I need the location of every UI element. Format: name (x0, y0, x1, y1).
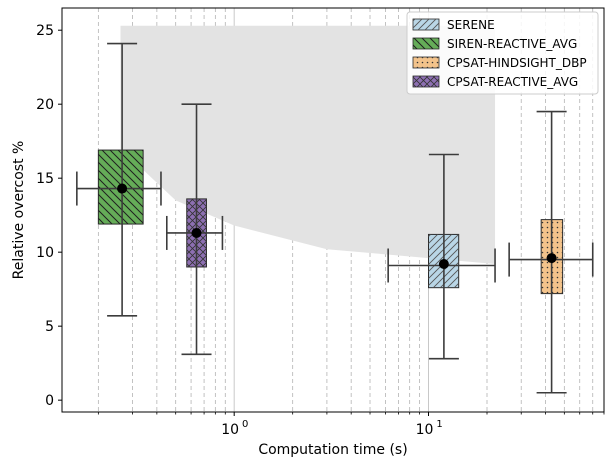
x-tick-label: 10 (416, 422, 434, 438)
mean-point (191, 227, 202, 238)
y-tick-label: 5 (45, 319, 54, 335)
x-tick-exponent: 0 (242, 419, 248, 430)
mean-point (438, 259, 449, 270)
y-tick-label: 15 (36, 171, 54, 187)
x-tick-label: 10 (221, 422, 239, 438)
y-tick-label: 0 (45, 393, 54, 409)
x-axis-label: Computation time (s) (258, 442, 407, 458)
legend-label: SERENE (447, 18, 495, 32)
box-plot (76, 42, 162, 317)
x-grid (97, 8, 605, 412)
legend-swatch-hatch (413, 76, 439, 87)
box-plot (387, 153, 496, 360)
legend-swatch-hatch (413, 57, 439, 68)
box-plot (165, 103, 224, 356)
x-tick-exponent: 1 (436, 419, 442, 430)
legend-label: SIREN-REACTIVE_AVG (447, 37, 577, 51)
legend-box (406, 11, 599, 95)
mean-point (546, 253, 557, 264)
shaded-range-region (120, 25, 496, 265)
y-axis-label: Relative overcost % (11, 141, 27, 280)
legend-swatch-hatch (413, 38, 439, 49)
box-plots (76, 42, 594, 394)
legend-label: CPSAT-REACTIVE_AVG (447, 75, 578, 89)
mean-point (117, 183, 128, 194)
legend-label: CPSAT-HINDSIGHT_DBP (447, 56, 587, 70)
plot-frame (61, 7, 605, 413)
legend-swatch-hatch (413, 19, 439, 30)
y-tick-label: 20 (36, 97, 54, 113)
y-tick-label: 25 (36, 23, 54, 39)
y-tick-label: 10 (36, 245, 54, 261)
box-plot (508, 110, 594, 394)
legend: SERENE SIREN-REACTIVE_AVG CPSAT-HINDSIGHT_… (406, 11, 599, 95)
